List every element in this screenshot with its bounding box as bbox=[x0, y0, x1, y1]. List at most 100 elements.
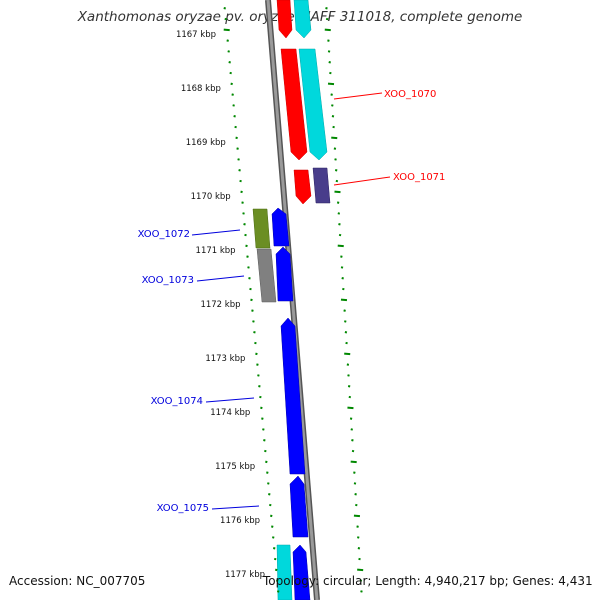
scale-tick bbox=[329, 71, 332, 75]
scale-tick bbox=[347, 374, 350, 377]
feature-xoo-1075[interactable] bbox=[289, 475, 309, 538]
scale-tick bbox=[327, 50, 331, 53]
feature-cyan-bottom[interactable] bbox=[276, 544, 293, 600]
scale-tick bbox=[274, 568, 278, 572]
gene-label-xoo-1073[interactable]: XOO_1073 bbox=[142, 275, 194, 286]
scale-tick bbox=[331, 104, 334, 107]
feature-red-top[interactable] bbox=[276, 0, 293, 39]
feature-purple[interactable] bbox=[312, 167, 331, 204]
scale-tick bbox=[331, 115, 335, 118]
scale-tick bbox=[346, 363, 350, 366]
scale-tick bbox=[343, 309, 346, 312]
scale-tick bbox=[350, 428, 353, 431]
scale-tick bbox=[351, 449, 355, 453]
feature-cyan-top[interactable] bbox=[293, 0, 312, 39]
scale-tick bbox=[356, 525, 359, 528]
scale-label: 1177 kbp bbox=[225, 570, 265, 580]
scale-tick bbox=[263, 439, 266, 442]
scale-tick bbox=[334, 169, 338, 172]
scale-tick bbox=[341, 277, 344, 280]
scale-label: 1167 kbp bbox=[176, 30, 216, 40]
scale-tick bbox=[246, 255, 249, 258]
scale-tick bbox=[327, 39, 330, 42]
scale-tick bbox=[355, 503, 358, 507]
feature-xoo-1072[interactable] bbox=[271, 207, 290, 247]
gene-callout-line bbox=[333, 176, 391, 186]
scale-tick bbox=[247, 266, 250, 269]
scale-tick bbox=[238, 169, 241, 172]
scale-tick bbox=[229, 71, 232, 75]
scale-label: 1175 kbp bbox=[215, 462, 255, 472]
scale-tick bbox=[337, 212, 341, 215]
feature-xoo-1071[interactable] bbox=[293, 169, 312, 205]
scale-tick bbox=[241, 201, 244, 204]
scale-tick bbox=[254, 341, 257, 345]
scale-tick bbox=[328, 61, 331, 64]
accession-text: Accession: NC_007705 bbox=[9, 574, 146, 588]
feature-xoo-1073-gray[interactable] bbox=[256, 248, 277, 303]
scale-label: 1170 kbp bbox=[191, 192, 231, 202]
scale-tick bbox=[347, 406, 354, 410]
gene-label-xoo-1071[interactable]: XOO_1071 bbox=[393, 172, 445, 183]
scale-label: 1174 kbp bbox=[210, 408, 250, 418]
gene-label-xoo-1075[interactable]: XOO_1075 bbox=[157, 503, 209, 514]
scale-tick bbox=[354, 493, 357, 496]
scale-ticks-right bbox=[324, 7, 364, 593]
scale-tick bbox=[272, 547, 276, 550]
scale-tick bbox=[245, 244, 248, 248]
scale-tick bbox=[239, 179, 242, 183]
gene-label-xoo-1072[interactable]: XOO_1072 bbox=[138, 229, 190, 240]
scale-tick bbox=[242, 212, 245, 215]
scale-tick bbox=[353, 514, 361, 518]
scale-tick bbox=[271, 525, 274, 528]
scale-tick bbox=[230, 82, 233, 86]
scale-tick bbox=[359, 579, 363, 582]
scale-label: 1168 kbp bbox=[181, 84, 221, 94]
feature-blue-bottom[interactable] bbox=[292, 544, 311, 600]
scale-tick bbox=[338, 233, 342, 237]
scale-tick bbox=[248, 277, 251, 280]
scale-tick bbox=[234, 125, 237, 129]
feature-xoo-1070[interactable] bbox=[280, 48, 308, 161]
feature-xoo-1072-olive[interactable] bbox=[252, 208, 271, 249]
scale-tick bbox=[228, 61, 231, 64]
scale-tick bbox=[345, 341, 348, 345]
scale-tick bbox=[327, 82, 335, 86]
scale-tick bbox=[357, 547, 361, 550]
gene-callouts: XOO_1070 XOO_1071 XOO_1072 XOO_1073 XOO_1074… bbox=[138, 89, 446, 514]
scale-tick bbox=[334, 158, 337, 161]
scale-tick bbox=[259, 395, 262, 399]
scale-tick bbox=[338, 223, 341, 226]
scale-label: 1176 kbp bbox=[220, 516, 260, 526]
scale-tick bbox=[262, 428, 265, 431]
scale-tick bbox=[340, 266, 344, 269]
scale-tick bbox=[270, 514, 273, 518]
scale-tick bbox=[333, 147, 337, 150]
scale-tick bbox=[264, 449, 267, 453]
scale-tick bbox=[336, 201, 340, 204]
scale-tick bbox=[227, 50, 230, 53]
scale-tick bbox=[231, 93, 234, 96]
feature-xoo-1074[interactable] bbox=[280, 317, 306, 475]
scale-labels: 1167 kbp 1168 kbp 1169 kbp 1170 kbp 1171 kbp… bbox=[176, 30, 265, 580]
gene-label-xoo-1074[interactable]: XOO_1074 bbox=[151, 396, 203, 407]
gene-label-xoo-1070[interactable]: XOO_1070 bbox=[384, 89, 436, 100]
scale-tick bbox=[276, 590, 280, 593]
scale-tick bbox=[233, 115, 236, 118]
scale-tick bbox=[252, 320, 255, 323]
scale-tick bbox=[226, 39, 229, 42]
scale-tick bbox=[348, 395, 352, 399]
scale-tick bbox=[237, 158, 240, 161]
feature-xoo-1073[interactable] bbox=[275, 246, 294, 302]
scale-tick bbox=[349, 417, 353, 420]
scale-tick bbox=[330, 93, 333, 96]
feature-cyan-mid[interactable] bbox=[298, 48, 328, 161]
scale-tick bbox=[249, 287, 252, 291]
scale-tick bbox=[224, 17, 227, 21]
scale-tick bbox=[250, 298, 253, 302]
gene-callout-line bbox=[196, 275, 245, 282]
scale-tick bbox=[267, 482, 270, 485]
scale-tick bbox=[337, 244, 344, 248]
scale-tick bbox=[236, 147, 239, 150]
